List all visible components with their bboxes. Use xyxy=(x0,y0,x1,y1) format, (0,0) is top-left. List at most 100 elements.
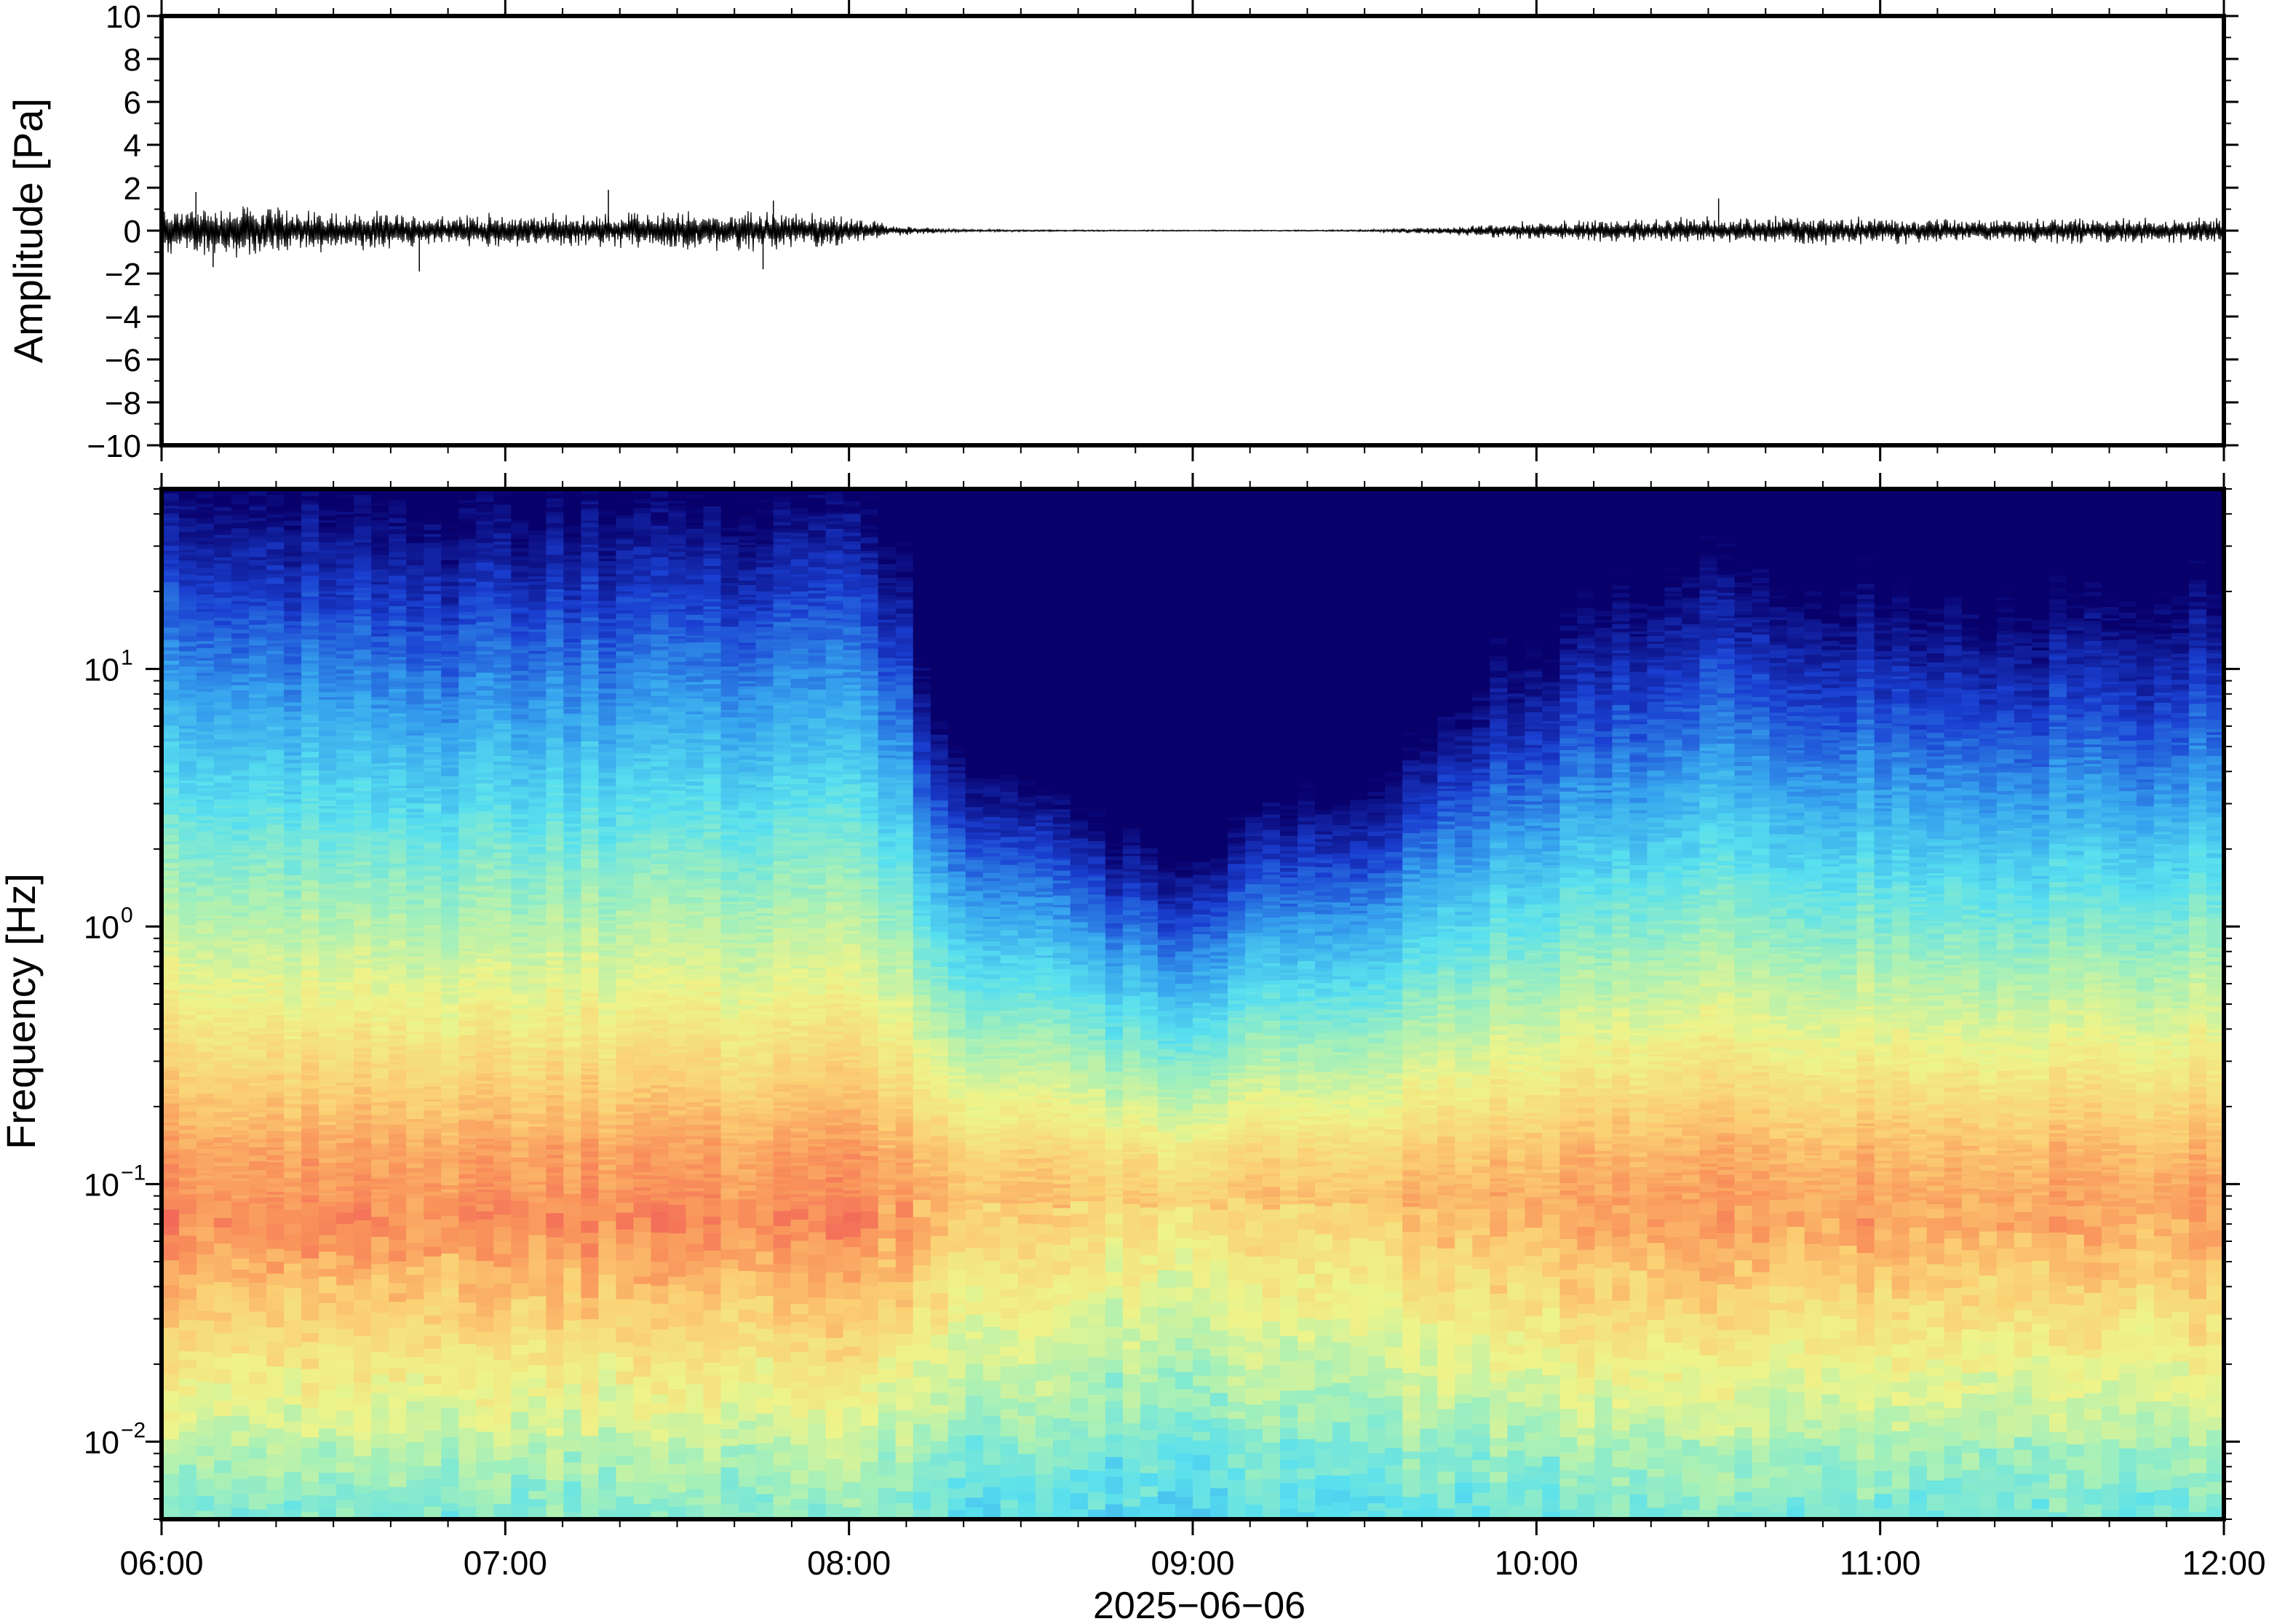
spectrogram-cell xyxy=(511,801,530,805)
spectrogram-cell xyxy=(196,1427,215,1436)
spectrogram-cell xyxy=(162,1199,180,1204)
spectrogram-cell xyxy=(162,875,180,880)
spectrogram-cell xyxy=(231,1096,250,1102)
spectrogram-cell xyxy=(476,547,495,552)
spectrogram-cell xyxy=(493,1178,512,1182)
spectrogram-cell xyxy=(546,931,565,936)
spectrogram-cell xyxy=(528,1442,547,1454)
spectrogram-cell xyxy=(424,1101,442,1106)
spectrogram-cell xyxy=(179,816,197,822)
spectrogram-cell xyxy=(249,1188,267,1193)
spectrogram-cell xyxy=(528,983,547,989)
spectrogram-cell xyxy=(301,696,319,701)
spectrogram-cell xyxy=(284,952,302,958)
spectrogram-cell xyxy=(493,677,512,682)
spectrogram-cell xyxy=(511,757,530,763)
spectrogram-cell xyxy=(546,1344,565,1353)
spectrogram-cell xyxy=(458,719,477,723)
spectrogram-cell xyxy=(284,642,302,648)
spectrogram-cell xyxy=(301,1080,319,1083)
spectrogram-cell xyxy=(214,1147,232,1153)
spectrogram-cell xyxy=(336,701,354,706)
spectrogram-cell xyxy=(162,498,180,501)
spectrogram-cell xyxy=(336,1175,354,1182)
spectrogram-cell xyxy=(511,1201,530,1217)
spectrogram-cell xyxy=(458,907,477,913)
spectrogram-cell xyxy=(179,771,197,777)
spectrogram-cell xyxy=(371,576,390,583)
spectrogram-cell xyxy=(354,736,373,741)
spectrogram-cell xyxy=(424,1143,442,1147)
spectrogram-cell xyxy=(284,889,302,895)
spectrogram-cell xyxy=(476,1371,495,1388)
spectrogram-cell xyxy=(406,1115,425,1119)
spectrogram-cell xyxy=(546,866,565,871)
spectrogram-cell xyxy=(196,761,215,765)
spectrogram-cell xyxy=(231,789,250,792)
spectrogram-cell xyxy=(336,832,354,838)
spectrogram-cell xyxy=(179,803,197,807)
spectrogram-cell xyxy=(389,1133,408,1139)
spectrogram-cell xyxy=(441,982,460,985)
spectrogram-cell xyxy=(563,836,582,842)
spectrogram-cell xyxy=(458,1131,477,1136)
spectrogram-cell xyxy=(319,1195,337,1198)
spectrogram-cell xyxy=(441,1073,460,1078)
spectrogram-cell xyxy=(196,1102,215,1107)
spectrogram-cell xyxy=(179,1188,197,1195)
spectrogram-cell xyxy=(266,672,285,679)
spectrogram-cell xyxy=(231,764,250,771)
spectrogram-cell xyxy=(458,687,477,690)
spectrogram-cell xyxy=(179,748,197,753)
spectrogram-cell xyxy=(319,1235,337,1245)
spectrogram-cell xyxy=(441,771,460,776)
spectrogram-cell xyxy=(249,1112,267,1118)
spectrogram-cell xyxy=(249,1165,267,1170)
spectrogram-cell xyxy=(336,726,354,731)
spectrogram-cell xyxy=(301,1407,319,1425)
spectrogram-cell xyxy=(354,714,373,718)
spectrogram-cell xyxy=(441,813,460,820)
spectrogram-cell xyxy=(284,532,302,536)
spectrogram-cell xyxy=(319,1184,337,1190)
spectrogram-cell xyxy=(493,784,512,789)
spectrogram-cell xyxy=(162,904,180,909)
spectrogram-cell xyxy=(546,629,565,635)
spectrogram-cell xyxy=(249,955,267,959)
spectrogram-cell xyxy=(371,1176,390,1179)
spectrogram-cell xyxy=(563,968,582,974)
spectrogram-cell xyxy=(336,761,354,765)
spectrogram-cell xyxy=(301,872,319,877)
spectrogram-cell xyxy=(336,1499,354,1508)
spectrogram-cell xyxy=(528,589,547,594)
spectrogram-cell xyxy=(528,952,547,958)
spectrogram-cell xyxy=(511,1059,530,1066)
spectrogram-cell xyxy=(179,1180,197,1187)
spectrogram-cell xyxy=(371,650,390,655)
spectrogram-cell xyxy=(493,931,512,936)
spectrogram-cell xyxy=(249,520,267,527)
spectrogram-cell xyxy=(179,541,197,546)
spectrogram-cell xyxy=(162,1028,180,1034)
spectrogram-cell xyxy=(476,616,495,622)
spectrogram-cell xyxy=(458,530,477,536)
spectrogram-cell xyxy=(546,1074,565,1078)
spectrogram-cell xyxy=(424,1017,442,1021)
spectrogram-cell xyxy=(336,558,354,565)
spectrogram-cell xyxy=(424,808,442,811)
spectrogram-cell xyxy=(301,1181,319,1185)
spectrogram-cell xyxy=(179,1201,197,1214)
spectrogram-cell xyxy=(546,1504,565,1519)
spectrogram-cell xyxy=(528,1171,547,1177)
spectrogram-cell xyxy=(231,888,250,893)
spectrogram-cell xyxy=(493,1137,512,1141)
spectrogram-cell xyxy=(424,610,442,614)
spectrogram-cell xyxy=(476,621,495,626)
spectrogram-cell xyxy=(162,683,180,690)
spectrogram-cell xyxy=(336,716,354,723)
spectrogram-cell xyxy=(231,1180,250,1187)
spectrogram-cell xyxy=(214,974,232,979)
spectrogram-cell xyxy=(493,707,512,711)
spectrogram-cell xyxy=(336,804,354,807)
spectrogram-cell xyxy=(284,865,302,870)
